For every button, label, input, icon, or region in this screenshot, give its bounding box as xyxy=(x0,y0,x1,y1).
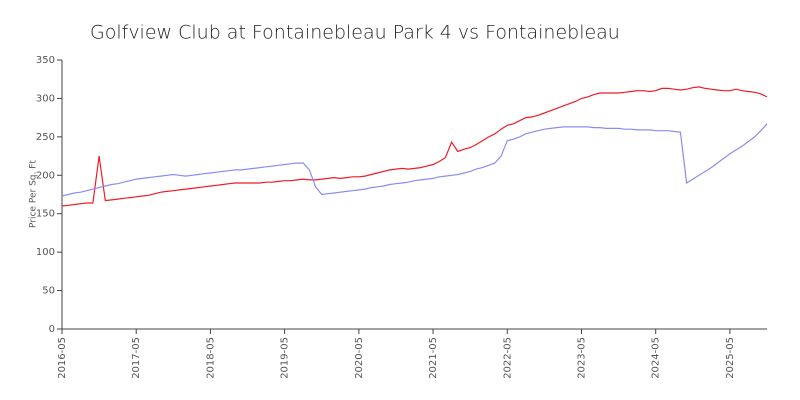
x-tick-label: 2025-05 xyxy=(725,337,736,379)
y-tick-label: 100 xyxy=(36,247,55,258)
y-axis-label: Price Per Sq. Ft xyxy=(29,160,39,228)
x-tick-label: 2024-05 xyxy=(651,337,662,379)
x-tick-label: 2019-05 xyxy=(280,337,291,379)
x-tick-label: 2021-05 xyxy=(428,337,439,379)
y-tick-label: 0 xyxy=(49,324,55,335)
y-tick-label: 350 xyxy=(36,55,55,66)
x-tick-label: 2017-05 xyxy=(131,337,142,379)
series-line xyxy=(61,86,768,207)
series-line xyxy=(61,123,768,197)
y-tick-label: 50 xyxy=(42,286,55,297)
y-tick-label: 250 xyxy=(36,132,55,143)
x-tick-label: 2022-05 xyxy=(502,337,513,379)
y-tick-label: 150 xyxy=(36,209,55,220)
chart-title: Golfview Club at Fontainebleau Park 4 vs… xyxy=(90,22,620,44)
y-tick-label: 300 xyxy=(36,93,55,104)
x-tick-label: 2020-05 xyxy=(354,337,365,379)
y-tick-label: 200 xyxy=(36,170,55,181)
x-tick-label: 2023-05 xyxy=(576,337,587,379)
x-tick-label: 2018-05 xyxy=(205,337,216,379)
x-tick-label: 2016-05 xyxy=(57,337,68,379)
